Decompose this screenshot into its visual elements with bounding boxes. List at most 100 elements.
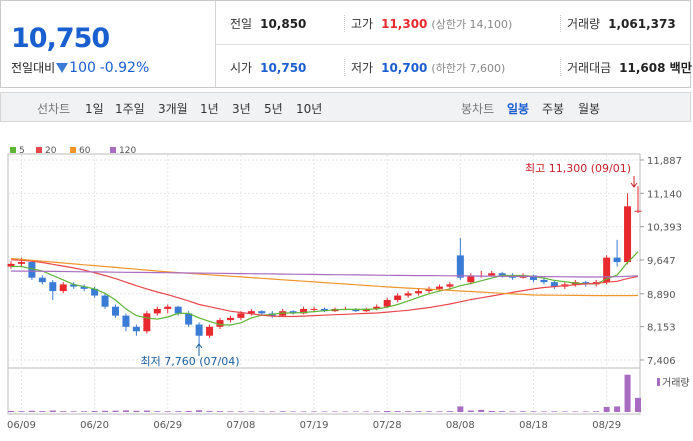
volume-bar [81, 411, 88, 412]
x-tick-label: 08/29 [592, 420, 621, 431]
candle-body [59, 284, 67, 292]
candle-body [143, 313, 151, 332]
tab[interactable]: 3년 [232, 102, 251, 116]
y-tick-label: 11,887 [647, 156, 682, 167]
x-tick-label: 08/18 [519, 420, 548, 431]
stats-row: 전일 10,850 고가 11,300 (상한가 14,100) 거래량 1,061,373 [216, 1, 692, 44]
volume-bar [248, 411, 255, 412]
volume-label: 거래량 [662, 377, 690, 389]
volume-bar [112, 410, 119, 412]
tab[interactable]: 1일 [85, 102, 104, 116]
y-tick-label: 8,890 [647, 290, 676, 301]
candle-body [530, 275, 537, 280]
volume-bar [237, 411, 244, 412]
candle-body [624, 206, 632, 263]
candle-body [164, 306, 172, 309]
candle-body [425, 288, 433, 292]
tab[interactable]: 10년 [296, 102, 323, 116]
y-tick-label: 9,647 [647, 256, 676, 267]
volume-bar [415, 411, 422, 412]
candle-body [206, 326, 214, 336]
y-tick-label: 10,393 [647, 223, 682, 234]
change-pct: -0.92% [99, 60, 150, 76]
volume-bar [269, 411, 276, 412]
candle-body [550, 282, 558, 287]
volume-bar [133, 410, 140, 412]
candle-body [132, 326, 140, 332]
volume-bar [8, 410, 14, 412]
annotation-high: 최고 11,300 (09/01) [525, 162, 631, 175]
stat-note: (하한가 7,600) [431, 62, 506, 75]
candle-body [352, 308, 360, 312]
volume-bar [384, 410, 391, 412]
stat: 고가 11,300 (상한가 14,100) [344, 15, 512, 32]
candle-body [603, 257, 611, 283]
volume-bar [373, 411, 380, 412]
price: 10,750 [11, 23, 110, 54]
x-tick-label: 06/20 [80, 420, 109, 431]
annotation-arrow [195, 343, 203, 356]
x-tick-label: 08/08 [446, 420, 475, 431]
volume-bar [91, 411, 98, 412]
legend-swatch [70, 147, 76, 153]
y-tick-label: 8,153 [647, 323, 676, 334]
candle-body [17, 262, 25, 264]
change-value: 100 [69, 60, 96, 76]
volume-bar [217, 411, 223, 412]
volume-bar [405, 411, 412, 412]
volume-bar [540, 411, 547, 412]
volume-bar [279, 411, 286, 412]
candle-body [582, 282, 590, 285]
stat: 거래량 1,061,373 [560, 15, 676, 32]
candle-body [415, 291, 423, 294]
volume-bar [102, 410, 109, 412]
candle-body [258, 311, 266, 314]
candle-body [237, 313, 245, 318]
volume-bar [60, 411, 67, 412]
tab[interactable]: 3개월 [158, 102, 188, 116]
x-tick-label: 07/19 [300, 420, 329, 431]
candle-body [446, 284, 454, 287]
volume-bar [164, 411, 171, 412]
ma-line [10, 259, 639, 318]
stat-value: 10,850 [260, 17, 307, 31]
stat-label: 저가 [351, 61, 374, 75]
volume-bar [206, 411, 213, 412]
candle-body [435, 286, 443, 289]
volume-bar [311, 411, 318, 412]
tab[interactable]: 1주일 [115, 102, 145, 116]
candle-body [80, 286, 88, 289]
plot-frame [7, 153, 641, 415]
candle-body [373, 306, 381, 309]
tab[interactable]: 주봉 [542, 102, 565, 116]
change-label: 전일대비 [11, 61, 56, 75]
tab[interactable]: 일봉 [507, 102, 530, 116]
candle-body [404, 293, 412, 296]
volume-bar [624, 374, 631, 412]
legend-swatch [10, 147, 16, 153]
quote-header: 10,750 전일대비 100 -0.92% 전일 10,850 고가 11,300 (상… [0, 0, 692, 88]
legend-label: 20 [45, 146, 57, 156]
volume-bar [352, 411, 359, 412]
volume-bar [499, 411, 506, 412]
tab[interactable]: 1년 [200, 102, 219, 116]
volume-bar [154, 411, 161, 412]
ma-line [10, 257, 639, 297]
x-tick-label: 06/29 [153, 420, 182, 431]
volume-bar [175, 411, 182, 412]
volume-bar [122, 410, 129, 412]
volume-bar [331, 411, 338, 412]
legend-swatch [110, 147, 116, 153]
legend-label: 5 [19, 146, 25, 156]
volume-bar [614, 406, 621, 412]
tab[interactable]: 5년 [264, 102, 283, 116]
volume-bar [488, 410, 495, 412]
candle-body [613, 257, 621, 263]
candle-body [122, 315, 130, 327]
tab[interactable]: 월봉 [578, 102, 601, 116]
stat-label: 고가 [351, 17, 374, 31]
candle-body [456, 255, 464, 278]
volume-bar [436, 411, 443, 412]
